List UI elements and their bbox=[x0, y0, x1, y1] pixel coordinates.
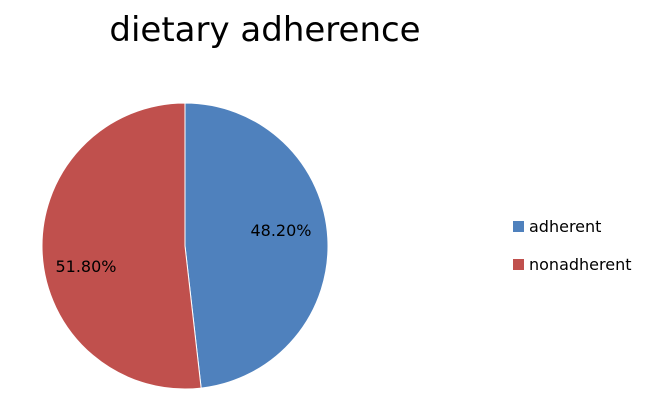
pie-slice-adherent bbox=[184, 102, 329, 389]
legend: adherent nonadherent bbox=[513, 215, 632, 291]
legend-item-nonadherent: nonadherent bbox=[513, 253, 632, 275]
legend-swatch-nonadherent bbox=[513, 258, 524, 270]
data-label-adherent: 48.20% bbox=[250, 221, 311, 240]
pie-slice-nonadherent bbox=[41, 102, 202, 390]
chart-title: dietary adherence bbox=[109, 10, 421, 50]
legend-item-adherent: adherent bbox=[513, 215, 632, 237]
legend-label-adherent: adherent bbox=[529, 216, 602, 236]
data-label-nonadherent: 51.80% bbox=[55, 257, 116, 276]
legend-label-nonadherent: nonadherent bbox=[529, 254, 632, 274]
legend-swatch-adherent bbox=[513, 220, 524, 232]
